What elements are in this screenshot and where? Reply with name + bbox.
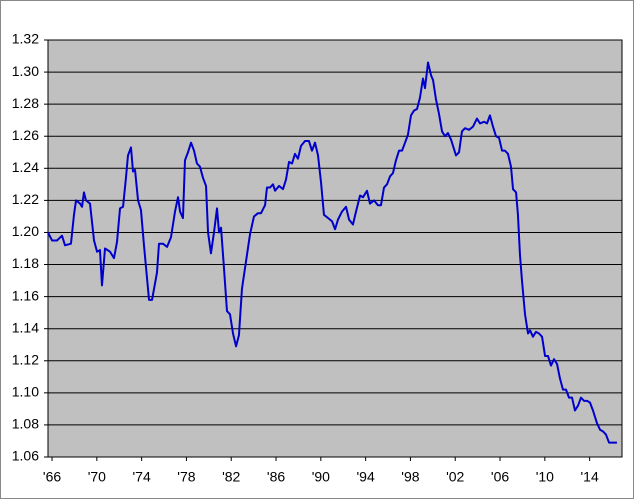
y-tick-label: 1.20	[12, 223, 39, 239]
plot-border	[47, 39, 623, 458]
x-tick-label: '78	[177, 469, 195, 485]
x-tick-label: '82	[222, 469, 240, 485]
x-tick-label: '70	[88, 469, 106, 485]
x-tick-label: '74	[133, 469, 151, 485]
y-tick-label: 1.32	[12, 31, 39, 47]
y-tick-label: 1.06	[12, 448, 39, 464]
x-tick-label: '94	[357, 469, 375, 485]
x-tick-label: '06	[491, 469, 509, 485]
x-tick-label: '14	[581, 469, 599, 485]
y-tick-label: 1.26	[12, 127, 39, 143]
x-tick-label: '98	[401, 469, 419, 485]
x-tick-label: '66	[43, 469, 61, 485]
x-tick-label: '10	[536, 469, 554, 485]
y-tick-label: 1.12	[12, 351, 39, 367]
x-tick-label: '90	[312, 469, 330, 485]
y-tick-label: 1.28	[12, 95, 39, 111]
y-tick-label: 1.08	[12, 416, 39, 432]
data-line	[47, 61, 617, 444]
y-tick-label: 1.14	[12, 319, 39, 335]
y-tick-label: 1.18	[12, 255, 39, 271]
x-tick-label: '86	[267, 469, 285, 485]
y-tick-label: 1.16	[12, 287, 39, 303]
y-tick-label: 1.22	[12, 191, 39, 207]
y-tick-label: 1.10	[12, 384, 39, 400]
y-tick-label: 1.24	[12, 159, 39, 175]
y-tick-label: 1.30	[12, 63, 39, 79]
x-tick-label: '02	[446, 469, 464, 485]
plot-area	[48, 40, 622, 457]
